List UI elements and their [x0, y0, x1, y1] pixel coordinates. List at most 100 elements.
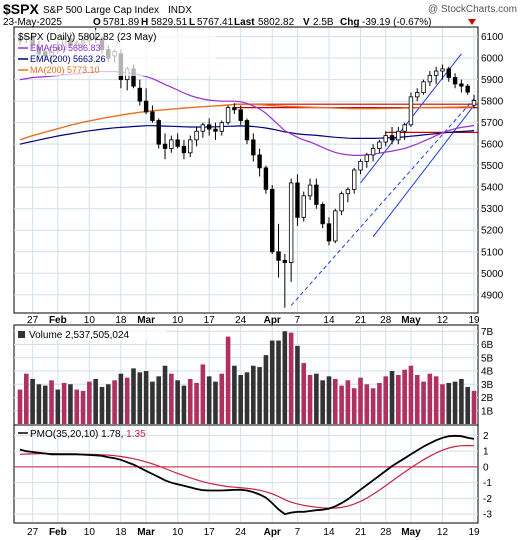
x-tick-label: Feb: [49, 527, 67, 538]
candle-up: [351, 169, 357, 190]
volume-bar: [433, 376, 439, 424]
candle: [364, 152, 370, 168]
x-tick-label: 18: [115, 315, 127, 326]
header-date: 23-May-2025: [3, 17, 62, 28]
candle-down: [137, 87, 143, 102]
volume-bar: [257, 367, 262, 424]
volume-tick-label: 7B: [481, 327, 494, 338]
exchange-label: INDX: [168, 5, 192, 16]
candle-up: [402, 124, 407, 132]
pmo-legend: PMO(35,20,10) 1.78, 1.35: [30, 429, 146, 440]
volume-bar: [377, 382, 382, 424]
x-tick-label: May: [401, 527, 421, 538]
candle: [137, 79, 143, 106]
candle-up: [345, 188, 351, 195]
pmo-tick-label: 0: [483, 462, 489, 473]
candle: [143, 88, 149, 115]
candle-up: [194, 130, 199, 141]
volume-bar: [459, 378, 464, 424]
volume-bar: [36, 384, 42, 424]
volume-bar: [150, 381, 155, 424]
candle: [358, 159, 363, 175]
price-tick-label: 5000: [481, 269, 504, 280]
candle-down: [175, 139, 180, 147]
x-tick-label: 19: [468, 527, 480, 538]
candle: [175, 133, 180, 149]
candle: [471, 94, 477, 109]
candle-down: [389, 135, 395, 141]
volume-bar: [124, 377, 130, 424]
x-tick-label: 10: [172, 315, 184, 326]
volume-bar: [251, 365, 256, 424]
price-tick-label: 5400: [481, 183, 504, 194]
candle: [408, 92, 414, 127]
x-tick-label: 14: [323, 527, 335, 538]
volume-bar: [232, 365, 237, 424]
candle-up: [415, 92, 420, 98]
candle: [213, 122, 218, 140]
volume-bar: [345, 380, 351, 424]
volume-bar: [181, 385, 187, 424]
candle-down: [465, 85, 470, 93]
candle-down: [326, 223, 332, 242]
candle-down: [244, 120, 250, 141]
pmo-tick-label: 1: [483, 447, 489, 458]
volume-bar: [55, 389, 61, 424]
volume-bar: [339, 385, 344, 424]
axis-labels: 2727FebFeb10101818MarMar101017172424AprA…: [27, 32, 504, 538]
volume-bar: [351, 388, 357, 424]
candle: [446, 66, 451, 82]
watermark: @ StockCharts.com: [428, 4, 517, 15]
volume-bar: [17, 389, 23, 424]
ma200-line: [19, 103, 474, 141]
candle: [415, 88, 420, 102]
x-tick-label: 21: [355, 315, 367, 326]
price-tick-label: 5600: [481, 140, 504, 151]
volume-bar: [282, 331, 288, 424]
volume-bar: [131, 368, 136, 424]
candle: [402, 122, 407, 140]
candle: [251, 133, 256, 162]
candle: [314, 178, 319, 209]
volume-bar: [358, 377, 363, 424]
candle-up: [396, 130, 401, 141]
pmo-legend-signal: 1.35: [126, 429, 146, 440]
candle: [333, 208, 338, 244]
candle-down: [320, 204, 325, 225]
volume-bar: [440, 384, 445, 424]
candle-up: [339, 193, 344, 212]
pmo-panel: [13, 424, 479, 524]
low-label: L: [189, 17, 195, 28]
candle-up: [421, 81, 426, 93]
volume-bar: [408, 365, 414, 424]
candle: [270, 185, 275, 254]
x-tick-label: 12: [437, 315, 449, 326]
x-tick-label: 18: [115, 527, 127, 538]
candle-down: [251, 139, 256, 156]
down-arrow-icon: [468, 19, 476, 25]
volume-bar: [194, 382, 199, 424]
x-tick-label: 19: [468, 315, 480, 326]
volume-bar: [244, 372, 250, 424]
x-tick-label: 27: [27, 315, 39, 326]
volume-bar: [326, 376, 332, 424]
volume-bar: [288, 332, 294, 424]
pmo-tick-label: -1: [483, 478, 492, 489]
x-tick-label: 28: [380, 527, 392, 538]
volume-bar: [49, 380, 54, 424]
ema200-legend: EMA(200) 5663.26: [30, 54, 106, 64]
volume-legend: Volume 2,537,505,024: [29, 330, 130, 341]
volume-bar: [269, 340, 275, 424]
pmo-line: [19, 434, 475, 516]
volume-tick-label: 2B: [481, 393, 494, 404]
candle: [433, 66, 439, 84]
ma200-legend: MA(200) 5773.10: [30, 65, 100, 75]
volume-bar: [143, 371, 149, 424]
volume-bar: [320, 380, 325, 424]
candle: [295, 174, 300, 226]
volume-bar: [370, 388, 376, 424]
candle: [301, 191, 306, 222]
x-tick-label: Feb: [49, 315, 67, 326]
candle-down: [459, 83, 464, 87]
volume-bar: [225, 336, 231, 424]
